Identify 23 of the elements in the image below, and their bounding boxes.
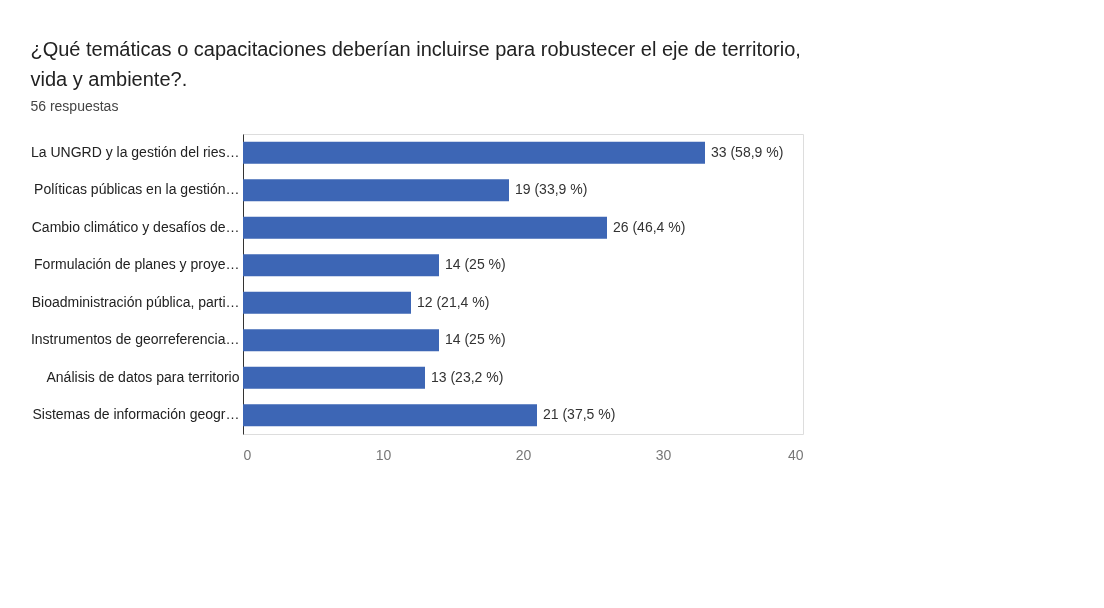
y-tick-label: Formulación de planes y proye… [34, 256, 240, 273]
y-tick-label: Análisis de datos para territorio [46, 368, 240, 385]
data-label: 33 (58,9 %) [711, 143, 784, 160]
x-tick-label: 10 [375, 446, 392, 463]
data-label: 21 (37,5 %) [543, 406, 616, 423]
chart-title: ¿Qué temáticas o capacitaciones deberían incluirse para robustecer el eje de territorio, vida y ambiente?. [30, 38, 801, 90]
data-label: 12 (21,4 %) [417, 293, 490, 310]
y-tick-label: Cambio climático y desafíos de… [31, 218, 240, 235]
y-tick-label: Instrumentos de georreferencia… [30, 331, 240, 348]
data-label: 13 (23,2 %) [431, 368, 504, 385]
y-tick-label: Sistemas de información geogr… [32, 406, 240, 423]
x-tick-label: 30 [655, 446, 672, 463]
x-tick-label: 0 [243, 446, 252, 463]
data-label: 14 (25 %) [445, 256, 506, 273]
data-label: 14 (25 %) [445, 331, 506, 348]
data-label: 19 (33,9 %) [515, 181, 588, 198]
text: 56 respuestas [30, 98, 119, 114]
y-tick-label: La UNGRD y la gestión del ries… [30, 143, 240, 160]
x-tick-label: 20 [515, 446, 532, 463]
data-label: 26 (46,4 %) [613, 218, 686, 235]
x-tick-label: 40 [787, 446, 804, 463]
y-tick-label: Políticas públicas en la gestión… [34, 181, 240, 198]
y-tick-label: Bioadministración pública, parti… [31, 293, 240, 310]
